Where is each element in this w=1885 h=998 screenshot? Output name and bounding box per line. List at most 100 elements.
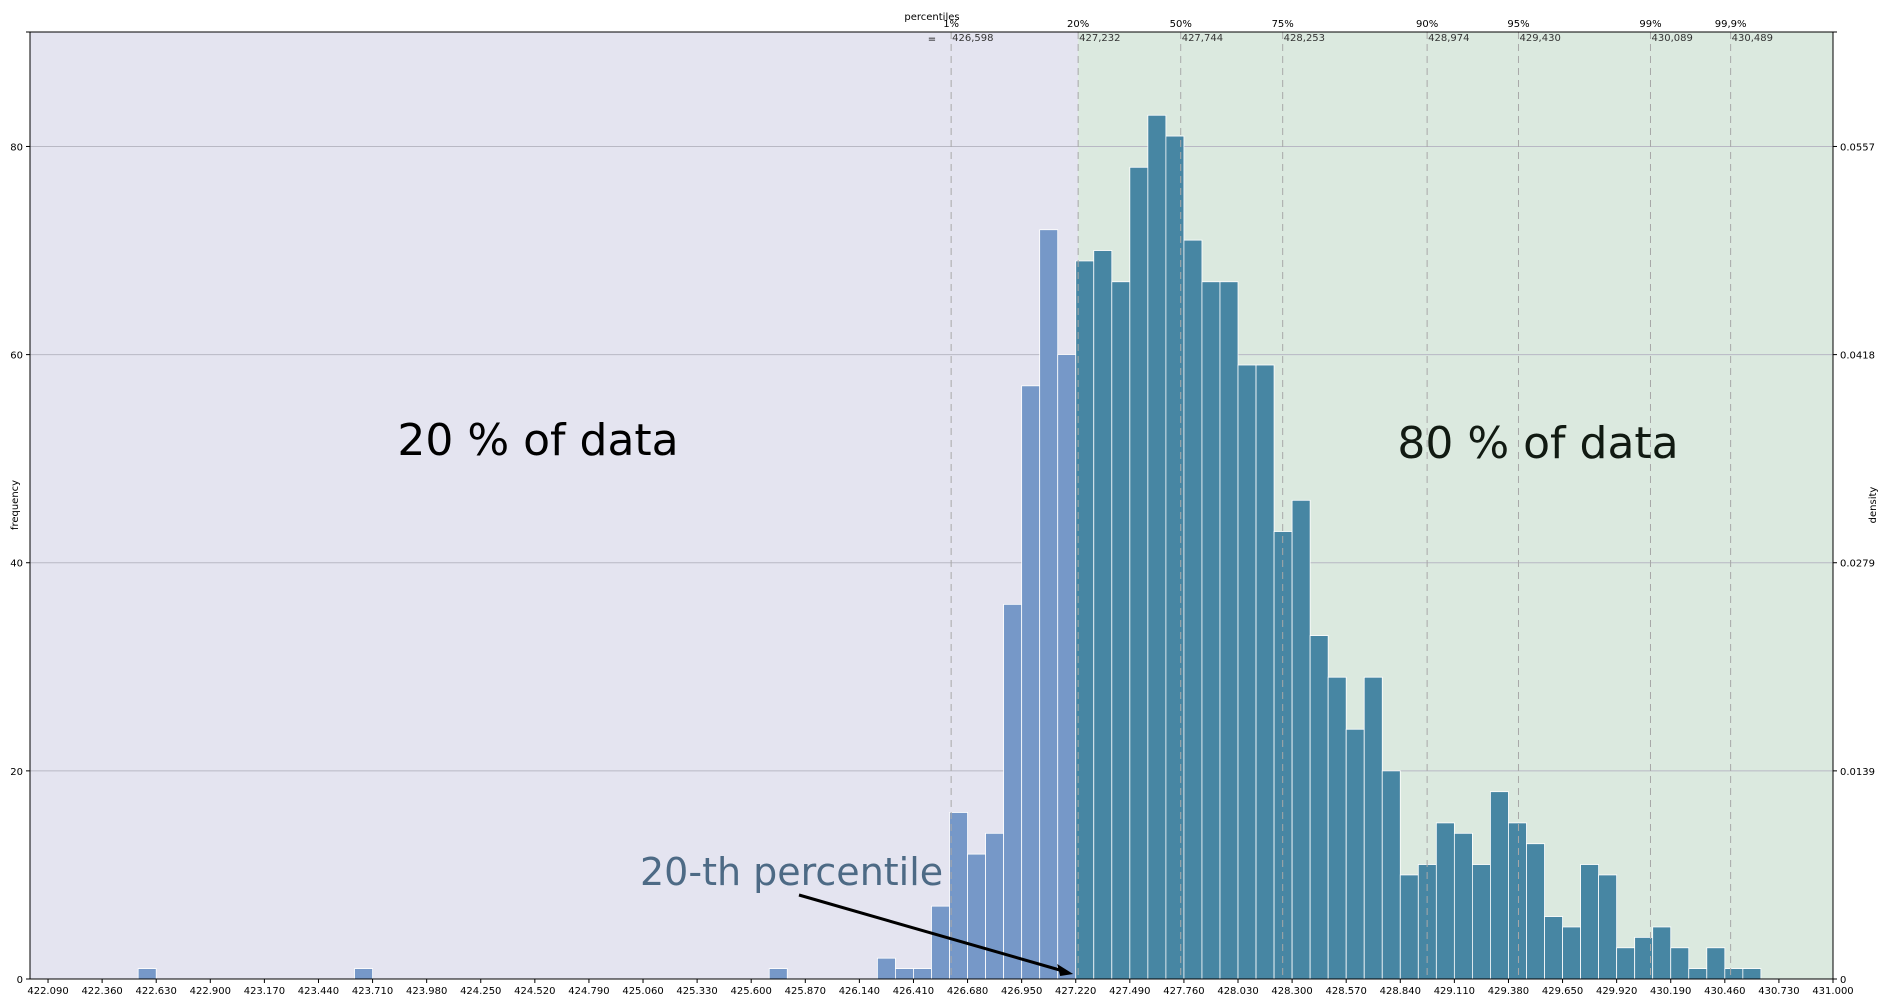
histogram-bar: [1129, 166, 1149, 980]
histogram-bar: [1490, 791, 1509, 980]
histogram-bar: [1706, 947, 1726, 980]
grid-lines: [30, 145, 1833, 772]
y-axis-label: frequency: [10, 480, 21, 530]
histogram-bar: [1111, 281, 1131, 980]
x-tick-label: 425.600: [731, 986, 772, 997]
histogram-bar: [1399, 874, 1419, 980]
x-tick-label: 429.380: [1488, 986, 1529, 997]
percentiles-symbol: =: [928, 34, 936, 45]
histogram-bar: [877, 957, 896, 980]
histogram-bar: [1237, 364, 1257, 980]
annotation-arrow-head: [1057, 964, 1074, 976]
histogram-bar: [1634, 936, 1654, 980]
histogram-bar: [1219, 281, 1239, 980]
percentile-label: 1%: [943, 19, 959, 30]
percentile-label: 75%: [1272, 19, 1294, 30]
percentile-value: 426,598: [952, 33, 993, 44]
histogram-bar: [1039, 229, 1059, 980]
x-tick-label: 422.360: [81, 986, 122, 997]
histogram-bar: [895, 968, 914, 980]
percentile-value: 429,430: [1519, 33, 1560, 44]
histogram-bar: [354, 968, 373, 980]
x-tick-label: 428.300: [1271, 986, 1312, 997]
histogram-bar: [949, 812, 968, 980]
histogram-bar: [985, 832, 1005, 980]
x-tick-label: 424.790: [568, 986, 609, 997]
x-tick-label: 429.920: [1596, 986, 1637, 997]
histogram-bar: [137, 968, 157, 980]
percentile-label: 95%: [1507, 19, 1529, 30]
x-tick-label: 426.950: [1001, 986, 1042, 997]
percentile-label: 50%: [1170, 19, 1192, 30]
y-tick-label: 60: [10, 351, 23, 362]
histogram-bar: [1057, 354, 1077, 980]
histogram-bar: [1742, 968, 1762, 980]
histogram-bar: [1255, 364, 1275, 980]
histogram-bar: [1598, 874, 1618, 980]
x-tick-label: 424.520: [514, 986, 555, 997]
x-tick-label: 423.980: [406, 986, 447, 997]
percentile-label: 99%: [1639, 19, 1661, 30]
x-tick-label: 422.900: [190, 986, 231, 997]
x-tick-label: 423.440: [298, 986, 339, 997]
x-tick-label: 431.000: [1812, 986, 1853, 997]
histogram-bar: [1724, 968, 1744, 980]
percentile-label: 20%: [1067, 19, 1089, 30]
y2-tick-label: 0.0279: [1840, 559, 1875, 570]
histogram-bar: [1562, 926, 1581, 980]
x-tick-label: 428.840: [1380, 986, 1421, 997]
histogram-bar: [1580, 864, 1600, 980]
histogram-bar: [967, 853, 986, 980]
histogram-bar: [913, 968, 932, 980]
x-tick-label: 425.870: [785, 986, 826, 997]
annotation-label: 20-th percentile: [640, 850, 943, 894]
y-tick-label: 80: [10, 142, 23, 153]
right-region-label: 80 % of data: [1397, 418, 1678, 469]
x-tick-label: 422.630: [136, 986, 177, 997]
histogram-bar: [1472, 864, 1491, 980]
left-region-label: 20 % of data: [397, 415, 678, 466]
y-tick-label: 20: [10, 767, 23, 778]
y2-tick-label: 0: [1840, 975, 1846, 986]
histogram-bar: [1147, 114, 1167, 980]
histogram-bar: [931, 905, 950, 980]
histogram-bar: [1688, 968, 1708, 980]
histogram-bar: [1093, 250, 1113, 980]
x-tick-label: 426.680: [947, 986, 988, 997]
histogram-bar: [1453, 832, 1473, 980]
x-tick-label: 429.650: [1542, 986, 1583, 997]
x-tick-label: 429.110: [1434, 986, 1475, 997]
y2-tick-label: 0.0139: [1840, 767, 1875, 778]
x-tick-label: 426.410: [893, 986, 934, 997]
histogram-bar: [1345, 728, 1365, 980]
left-region: [30, 32, 1079, 979]
x-tick-label: 428.570: [1326, 986, 1367, 997]
x-tick-label: 423.170: [244, 986, 285, 997]
percentile-value: 428,974: [1428, 33, 1469, 44]
percentiles-title: percentiles: [904, 12, 959, 23]
percentile-value: 427,744: [1182, 33, 1223, 44]
y2-axis-label: density: [1868, 487, 1879, 524]
x-tick-label: 423.710: [352, 986, 393, 997]
axes: 0 0 20 0.0139 40 0.0279 60 0.0418 80 0.0557 422.09…: [10, 31, 1875, 997]
histogram-bar: [1652, 926, 1672, 980]
x-tick-label: 430.460: [1704, 986, 1745, 997]
histogram-bar: [1003, 603, 1023, 980]
histogram-bar: [1544, 916, 1563, 980]
histogram-bar: [1327, 676, 1347, 980]
x-tick-label: 427.490: [1109, 986, 1150, 997]
histogram-bars: [137, 114, 1762, 980]
histogram-bar: [1291, 499, 1311, 980]
histogram-bar: [1021, 385, 1041, 980]
percentile-lines: [950, 32, 1732, 979]
x-tick-label: 425.060: [622, 986, 663, 997]
percentile-value: 428,253: [1284, 33, 1325, 44]
chart-labels: 1% 426,598 20% 427,232 50% 427,744 75% 428,253 9…: [10, 12, 1879, 976]
histogram-bar: [768, 968, 788, 980]
x-tick-label: 422.090: [27, 986, 68, 997]
y-tick-label: 40: [10, 559, 23, 570]
x-tick-label: 430.730: [1758, 986, 1799, 997]
x-tick-label: 430.190: [1650, 986, 1691, 997]
shaded-regions: [30, 32, 1833, 979]
